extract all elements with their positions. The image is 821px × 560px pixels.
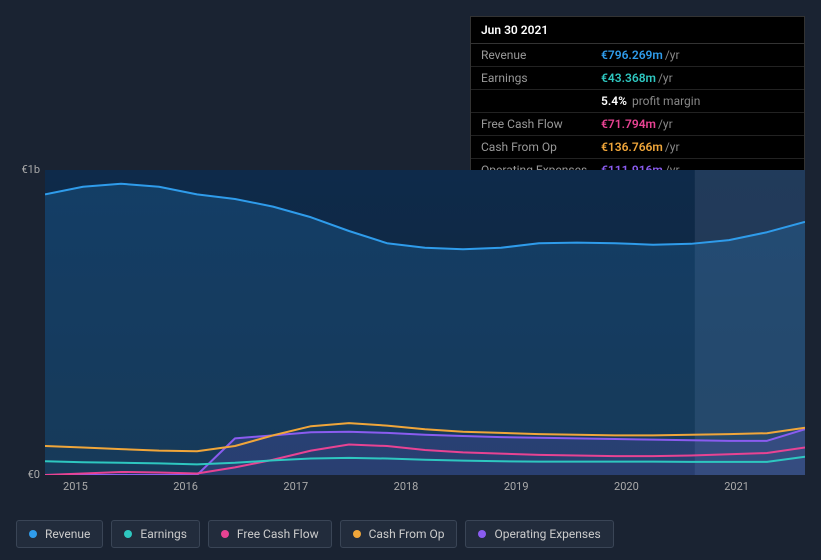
legend-label: Free Cash Flow <box>237 527 319 541</box>
legend-dot-icon <box>124 530 132 538</box>
tooltip-row: Earnings€43.368m/yr <box>471 67 804 90</box>
tooltip-label: Cash From Op <box>481 140 601 154</box>
tooltip-label: Revenue <box>481 48 601 62</box>
legend-item[interactable]: Cash From Op <box>340 520 458 548</box>
x-tick-label: 2016 <box>173 480 198 493</box>
y-tick-label: €1b <box>10 163 40 176</box>
tooltip-row: Free Cash Flow€71.794m/yr <box>471 113 804 136</box>
tooltip-row: Revenue€796.269m/yr <box>471 44 804 67</box>
legend-dot-icon <box>29 530 37 538</box>
tooltip-value: €71.794m/yr <box>601 117 794 131</box>
x-tick-label: 2021 <box>724 480 749 493</box>
legend-label: Earnings <box>140 527 187 541</box>
legend-dot-icon <box>478 530 486 538</box>
legend-label: Cash From Op <box>369 527 445 541</box>
legend-label: Operating Expenses <box>494 527 600 541</box>
legend-dot-icon <box>221 530 229 538</box>
x-tick-label: 2019 <box>504 480 529 493</box>
legend-dot-icon <box>353 530 361 538</box>
tooltip-subrow: 5.4% profit margin <box>471 90 804 113</box>
tooltip-value: €796.269m/yr <box>601 48 794 62</box>
legend-item[interactable]: Operating Expenses <box>465 520 613 548</box>
legend-item[interactable]: Revenue <box>16 520 103 548</box>
legend-item[interactable]: Earnings <box>111 520 200 548</box>
chart-tooltip: Jun 30 2021 Revenue€796.269m/yrEarnings€… <box>470 16 805 182</box>
tooltip-label: Free Cash Flow <box>481 117 601 131</box>
x-tick-label: 2015 <box>63 480 88 493</box>
tooltip-value: €43.368m/yr <box>601 71 794 85</box>
y-tick-label: €0 <box>10 468 40 481</box>
tooltip-row: Cash From Op€136.766m/yr <box>471 136 804 159</box>
tooltip-label: Earnings <box>481 71 601 85</box>
chart-plot-area <box>45 170 805 475</box>
x-tick-label: 2020 <box>614 480 639 493</box>
x-axis: 2015 2016 2017 2018 2019 2020 2021 <box>45 480 805 500</box>
legend-item[interactable]: Free Cash Flow <box>208 520 332 548</box>
x-tick-label: 2018 <box>394 480 419 493</box>
x-tick-label: 2017 <box>283 480 308 493</box>
tooltip-date: Jun 30 2021 <box>471 17 804 44</box>
legend-label: Revenue <box>45 527 90 541</box>
chart-legend: Revenue Earnings Free Cash Flow Cash From O… <box>16 520 614 548</box>
tooltip-value: €136.766m/yr <box>601 140 794 154</box>
